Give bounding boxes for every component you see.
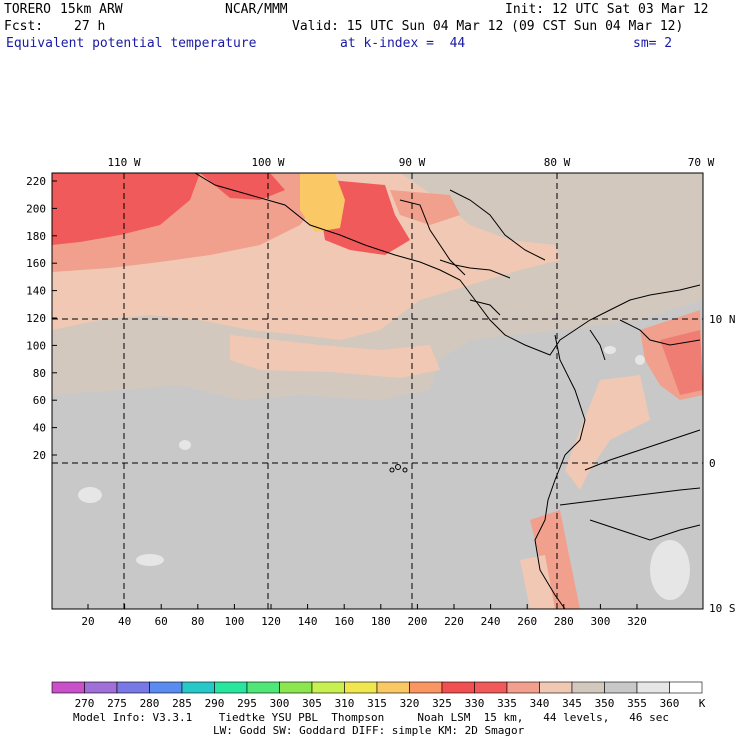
valid-time: Valid: 15 UTC Sun 04 Mar 12 (09 CST Sun …	[292, 19, 684, 34]
colorbar-level-label: 340	[530, 697, 550, 710]
x-grid-tick-label: 20	[81, 615, 94, 628]
coastlines	[194, 173, 701, 609]
y-grid-tick-label: 120	[26, 312, 46, 325]
x-grid-tick-label: 240	[481, 615, 501, 628]
y-grid-ticks: 220 200 180 160 140 120 100 80 60 40 20	[26, 175, 57, 462]
colorbar-swatch	[51, 681, 85, 694]
y-grid-tick-label: 220	[26, 175, 46, 188]
y-grid-tick-label: 20	[33, 449, 46, 462]
colorbar-swatch	[376, 681, 410, 694]
x-grid-tick-label: 160	[334, 615, 354, 628]
colorbar-unit: K	[699, 697, 706, 710]
colorbar-level-label: 310	[335, 697, 355, 710]
y-grid-tick-label: 40	[33, 422, 46, 435]
colorbar-level-label: 295	[237, 697, 257, 710]
field-name: Equivalent potential temperature	[6, 36, 257, 51]
colorbar-swatch	[344, 681, 378, 694]
colorbar-level-label: 275	[107, 697, 127, 710]
forecast-hours: 27 h	[74, 19, 106, 34]
colorbar-level-label: 315	[367, 697, 387, 710]
lon-label-90w: 90 W	[399, 156, 426, 169]
x-grid-tick-label: 300	[590, 615, 610, 628]
forecast-label: Fcst:	[4, 19, 44, 34]
smoothing-info: sm= 2	[633, 36, 673, 51]
colorbar-swatch	[311, 681, 345, 694]
colorbar-swatch	[214, 681, 248, 694]
lon-label-100w: 100 W	[251, 156, 284, 169]
x-grid-tick-label: 40	[118, 615, 131, 628]
lat-label-10n: 10 N	[709, 313, 736, 326]
y-grid-tick-label: 200	[26, 202, 46, 215]
colorbar-swatch	[246, 681, 280, 694]
colorbar-swatch	[181, 681, 215, 694]
colorbar-swatch	[116, 681, 150, 694]
x-grid-tick-label: 260	[517, 615, 537, 628]
colorbar-swatch	[474, 681, 508, 694]
x-grid-tick-label: 100	[224, 615, 244, 628]
colorbar-level-label: 270	[75, 697, 95, 710]
x-grid-tick-label: 280	[554, 615, 574, 628]
x-grid-tick-label: 200	[407, 615, 427, 628]
colorbar: 270 275 280 285 290 295 300 305 310 315 320 325 330 3…	[51, 681, 706, 710]
x-grid-tick-label: 140	[298, 615, 318, 628]
colorbar-swatch	[441, 681, 475, 694]
colorbar-level-label: 345	[562, 697, 582, 710]
field-shading	[52, 173, 703, 609]
lat-label-0: 0	[709, 457, 716, 470]
map-frame	[51, 172, 704, 610]
colorbar-swatch	[669, 681, 703, 694]
colorbar-level-label: 280	[140, 697, 160, 710]
colorbar-level-label: 285	[172, 697, 192, 710]
colorbar-level-label: 335	[497, 697, 517, 710]
lat-label-10s: 10 S	[709, 602, 736, 615]
lon-label-70w: 70 W	[688, 156, 715, 169]
y-grid-tick-label: 160	[26, 257, 46, 270]
model-resolution: 15km ARW	[60, 2, 123, 17]
y-grid-tick-label: 180	[26, 230, 46, 243]
colorbar-level-label: 360	[660, 697, 680, 710]
init-time: Init: 12 UTC Sat 03 Mar 12	[505, 2, 709, 17]
y-grid-tick-label: 100	[26, 339, 46, 352]
latlon-grid	[52, 173, 703, 609]
colorbar-level-label: 290	[205, 697, 225, 710]
colorbar-level-label: 350	[595, 697, 615, 710]
colorbar-level-label: 325	[432, 697, 452, 710]
y-grid-tick-label: 140	[26, 285, 46, 298]
colorbar-swatch	[506, 681, 540, 694]
colorbar-swatch	[571, 681, 605, 694]
colorbar-swatch	[84, 681, 118, 694]
x-grid-tick-label: 80	[191, 615, 204, 628]
lon-label-80w: 80 W	[544, 156, 571, 169]
footer-model-info: Model Info: V3.3.1 Tiedtke YSU PBL Thomp…	[73, 711, 670, 724]
colorbar-swatch	[604, 681, 638, 694]
colorbar-swatch	[636, 681, 670, 694]
colorbar-swatch	[539, 681, 573, 694]
model-name: TORERO	[4, 2, 51, 17]
colorbar-swatch	[409, 681, 443, 694]
colorbar-level-label: 320	[400, 697, 420, 710]
x-grid-tick-label: 220	[444, 615, 464, 628]
x-grid-tick-label: 180	[371, 615, 391, 628]
y-grid-tick-label: 60	[33, 394, 46, 407]
colorbar-swatch	[279, 681, 313, 694]
colorbar-swatch	[149, 681, 183, 694]
x-grid-tick-label: 120	[261, 615, 281, 628]
x-grid-tick-label: 320	[627, 615, 647, 628]
colorbar-level-label: 305	[302, 697, 322, 710]
x-grid-ticks: 20 40 60 80 100 120 140 160 180 200 220 240 260 280 30…	[81, 604, 647, 628]
x-grid-tick-label: 60	[155, 615, 168, 628]
center-name: NCAR/MMM	[225, 2, 288, 17]
level-info: at k-index = 44	[340, 36, 466, 51]
y-grid-tick-label: 80	[33, 367, 46, 380]
colorbar-level-label: 330	[465, 697, 485, 710]
footer-physics-info: LW: Godd SW: Goddard DIFF: simple KM: 2D…	[213, 724, 525, 737]
colorbar-level-label: 300	[270, 697, 290, 710]
lon-label-110w: 110 W	[107, 156, 140, 169]
colorbar-level-label: 355	[627, 697, 647, 710]
